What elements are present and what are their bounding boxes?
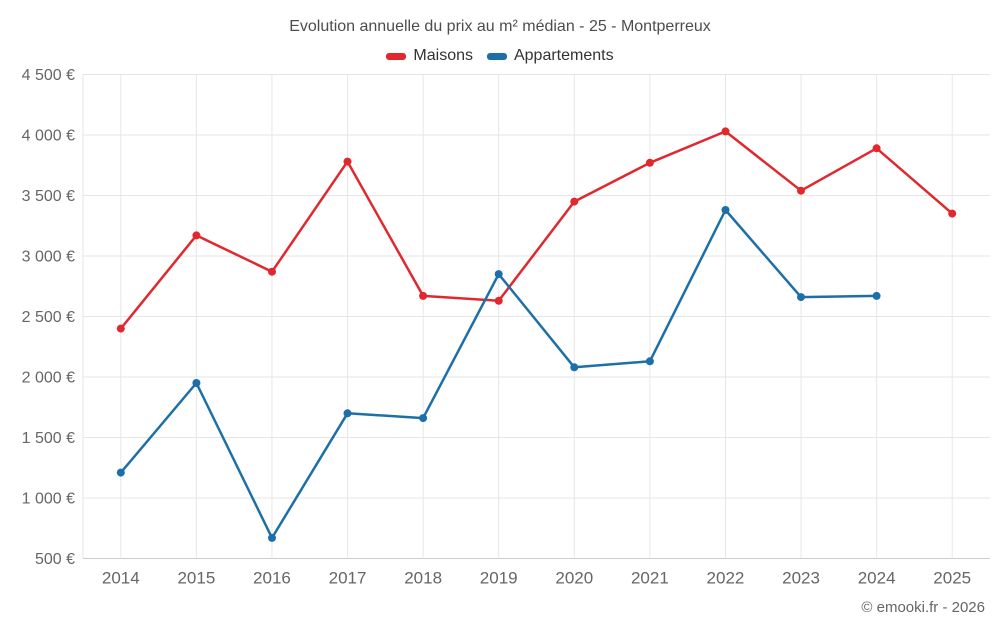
svg-text:2 500 €: 2 500 € (22, 309, 75, 326)
legend-item-appartements[interactable]: Appartements (486, 47, 614, 65)
svg-text:1 500 €: 1 500 € (22, 430, 75, 447)
svg-text:2014: 2014 (102, 569, 140, 588)
svg-text:2021: 2021 (631, 569, 669, 588)
copyright: © emooki.fr - 2026 (861, 599, 985, 616)
svg-text:2024: 2024 (858, 569, 896, 588)
svg-text:2 000 €: 2 000 € (22, 370, 75, 387)
svg-text:2022: 2022 (707, 569, 745, 588)
svg-text:2016: 2016 (253, 569, 291, 588)
svg-text:2019: 2019 (480, 569, 518, 588)
svg-text:1 000 €: 1 000 € (22, 491, 75, 508)
svg-text:2015: 2015 (177, 569, 215, 588)
svg-text:3 500 €: 3 500 € (22, 188, 75, 205)
maisons-swatch-icon (386, 52, 407, 60)
svg-text:4 500 €: 4 500 € (22, 67, 75, 84)
svg-text:4 000 €: 4 000 € (22, 128, 75, 145)
svg-text:2018: 2018 (404, 569, 442, 588)
appartements-swatch-icon (486, 52, 507, 60)
svg-text:3 000 €: 3 000 € (22, 249, 75, 266)
svg-text:2025: 2025 (933, 569, 971, 588)
svg-text:500 €: 500 € (35, 551, 75, 568)
svg-text:2020: 2020 (555, 569, 593, 588)
legend-label-maisons: Maisons (413, 47, 473, 64)
legend: Maisons Appartements (0, 47, 1000, 65)
chart-title: Evolution annuelle du prix au m² médian … (289, 18, 711, 35)
legend-item-maisons[interactable]: Maisons (386, 47, 473, 65)
legend-label-appartements: Appartements (513, 47, 614, 64)
svg-text:2023: 2023 (782, 569, 820, 588)
svg-text:2017: 2017 (329, 569, 367, 588)
